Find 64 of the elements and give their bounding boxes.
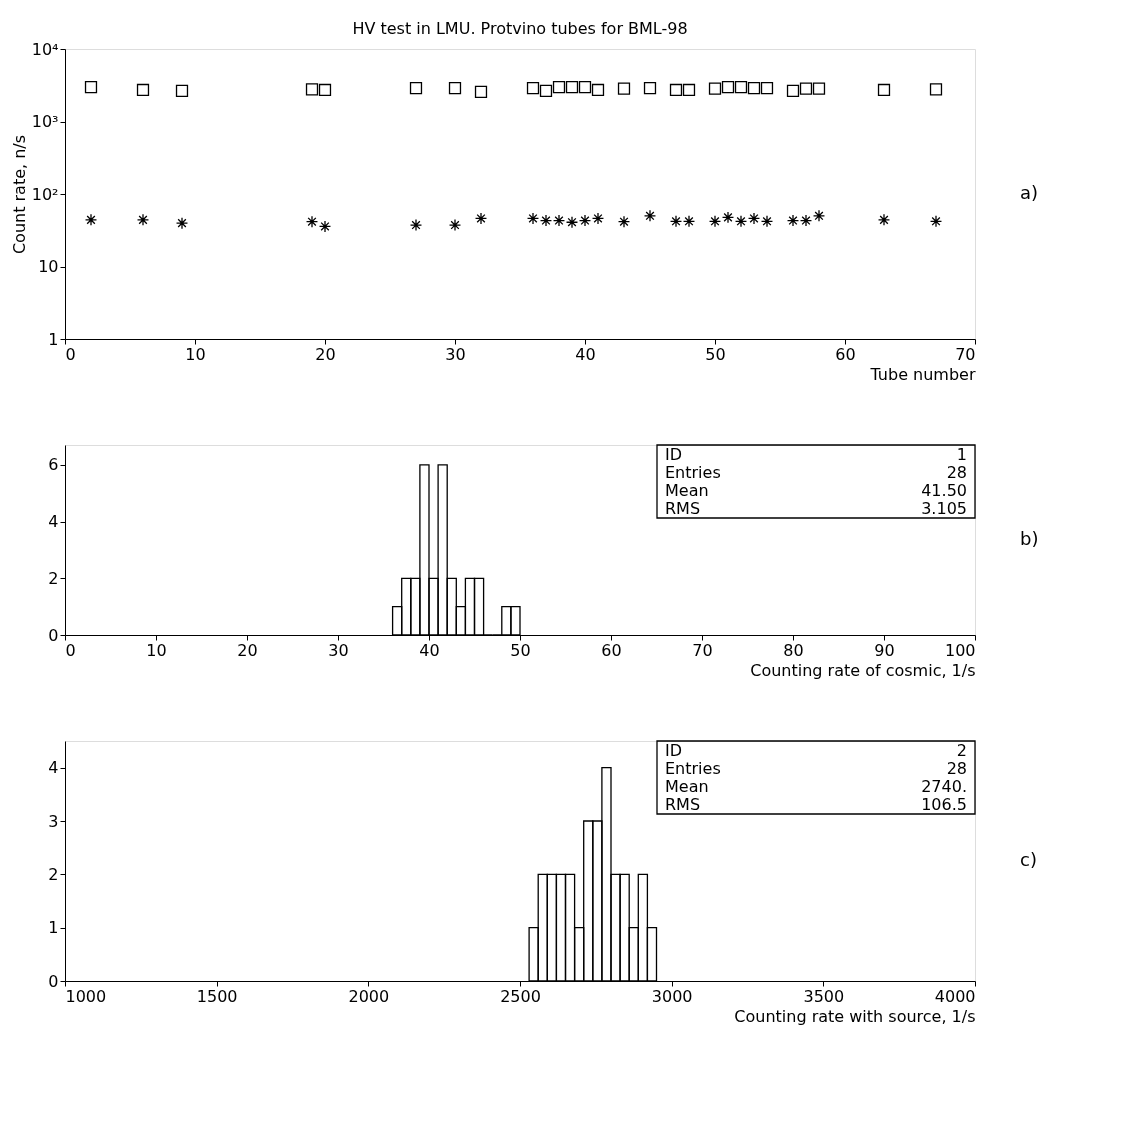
x-tick-label: 20: [237, 640, 258, 660]
x-tick-label: 0: [65, 344, 76, 364]
y-tick-label: 4: [48, 512, 59, 532]
annotation: 1: [956, 445, 967, 464]
y-tick-label: 2: [48, 568, 59, 588]
annotation: 28: [946, 759, 967, 778]
x-tick-label: 70: [955, 344, 976, 364]
chart-title: HV test in LMU. Protvino tubes for BML-98: [352, 19, 688, 38]
x-tick-label: 10: [185, 344, 206, 364]
text: b): [1020, 528, 1039, 549]
x-tick-label: 40: [419, 640, 440, 660]
y-tick-label: 10³: [31, 112, 59, 131]
annotation: 2: [956, 741, 967, 760]
x-tick-label: 20: [315, 344, 336, 364]
annotation: 41.50: [921, 481, 967, 500]
x-tick-label: 90: [874, 640, 895, 660]
x-axis-title: Tube number: [869, 364, 976, 384]
y-tick-label: 4: [48, 758, 59, 778]
x-tick-label: 30: [328, 640, 349, 660]
y-axis-title: Count rate, n/s: [9, 134, 29, 255]
y-tick-label: 2: [48, 864, 59, 884]
annotation: 2740.: [921, 777, 967, 796]
x-tick-label: 10: [146, 640, 167, 660]
x-tick-label: 30: [445, 344, 466, 364]
x-tick-label: 3500: [803, 986, 845, 1006]
x-tick-label: 60: [601, 640, 622, 660]
annotation: Mean: [665, 481, 709, 500]
x-tick-label: 40: [575, 344, 596, 364]
y-tick-label: 6: [48, 455, 59, 475]
annotation: ID: [665, 741, 683, 760]
annotation: ID: [665, 445, 683, 464]
x-tick-label: 2000: [348, 986, 390, 1006]
annotation: 106.5: [921, 795, 967, 814]
y-tick-label: 10⁴: [31, 39, 59, 59]
y-tick-label: 1: [48, 918, 59, 938]
annotation: RMS: [665, 795, 701, 814]
annotation: Entries: [665, 759, 721, 778]
annotation: Entries: [665, 463, 721, 482]
annotation: RMS: [665, 499, 701, 518]
y-tick-label: 0: [48, 625, 59, 645]
x-tick-label: 50: [510, 640, 531, 660]
x-tick-label: 70: [692, 640, 713, 660]
x-tick-label: 60: [835, 344, 856, 364]
y-tick-label: 10²: [31, 184, 59, 204]
annotation: 3.105: [921, 499, 967, 518]
y-tick-label: 1: [48, 329, 59, 349]
x-tick-label: 2500: [500, 986, 541, 1006]
annotation: Mean: [665, 777, 709, 796]
annotation: 28: [946, 463, 967, 482]
text: c): [1020, 849, 1037, 870]
x-tick-label: 1500: [196, 986, 238, 1006]
x-tick-label: 4000: [934, 986, 976, 1006]
x-tick-label: 100: [944, 640, 976, 660]
text: a): [1020, 182, 1039, 203]
x-axis-title: Counting rate with source, 1/s: [734, 1006, 976, 1026]
x-tick-label: 0: [65, 640, 76, 660]
y-tick-label: 3: [48, 811, 59, 831]
x-tick-label: 1000: [65, 986, 107, 1006]
y-tick-label: 0: [48, 971, 59, 991]
x-axis-title: Counting rate of cosmic, 1/s: [750, 660, 976, 680]
x-tick-label: 3000: [651, 986, 693, 1006]
x-tick-label: 80: [783, 640, 804, 660]
x-tick-label: 50: [705, 344, 726, 364]
y-tick-label: 10: [38, 257, 59, 276]
